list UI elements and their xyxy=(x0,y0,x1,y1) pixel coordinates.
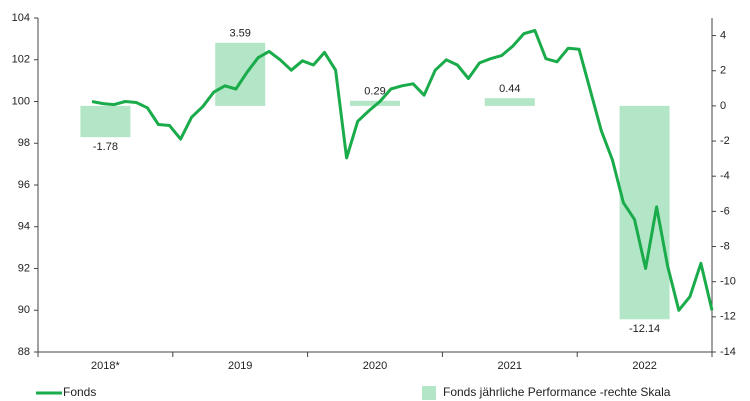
legend-label: Fonds jährliche Performance -rechte Skal… xyxy=(443,385,671,399)
legend-label: Fonds xyxy=(63,385,96,399)
bar-value-label: -1.78 xyxy=(93,141,118,153)
bar-value-label: -12.14 xyxy=(629,323,660,335)
bar xyxy=(350,100,400,106)
y2-tick-label: -4 xyxy=(720,170,730,182)
y-tick-label: 94 xyxy=(18,221,30,233)
bar xyxy=(619,105,670,320)
y2-tick-label: -2 xyxy=(720,135,730,147)
bar xyxy=(484,98,535,106)
bar xyxy=(215,42,266,106)
y2-tick-label: -10 xyxy=(720,276,736,288)
y-tick-label: 98 xyxy=(18,137,30,149)
bar-value-label: 0.44 xyxy=(499,83,520,95)
y-tick-label: 102 xyxy=(12,54,30,66)
legend-swatch xyxy=(422,386,436,400)
x-tick-label: 2020 xyxy=(363,360,387,372)
bar-value-label: 3.59 xyxy=(229,28,250,40)
y-tick-label: 92 xyxy=(18,262,30,274)
y-tick-label: 88 xyxy=(18,346,30,358)
line xyxy=(91,29,714,312)
y2-tick-label: -12 xyxy=(720,311,736,323)
y2-tick-label: -8 xyxy=(720,240,730,252)
x-tick-label: 2021 xyxy=(498,360,522,372)
y-tick-label: 100 xyxy=(12,95,30,107)
y-tick-label: 90 xyxy=(18,304,30,316)
y-tick-label: 96 xyxy=(18,179,30,191)
bar xyxy=(80,105,131,138)
y2-tick-label: 0 xyxy=(720,100,726,112)
y2-tick-label: -6 xyxy=(720,205,730,217)
y2-tick-label: 2 xyxy=(720,65,726,77)
x-tick-label: 2022 xyxy=(632,360,656,372)
x-tick-label: 2018* xyxy=(91,360,120,372)
y2-tick-label: -14 xyxy=(720,346,736,358)
x-tick-label: 2019 xyxy=(228,360,252,372)
bar-value-label: 0.29 xyxy=(364,86,385,98)
y-tick-label: 104 xyxy=(12,12,30,24)
y2-tick-label: 4 xyxy=(720,29,726,41)
